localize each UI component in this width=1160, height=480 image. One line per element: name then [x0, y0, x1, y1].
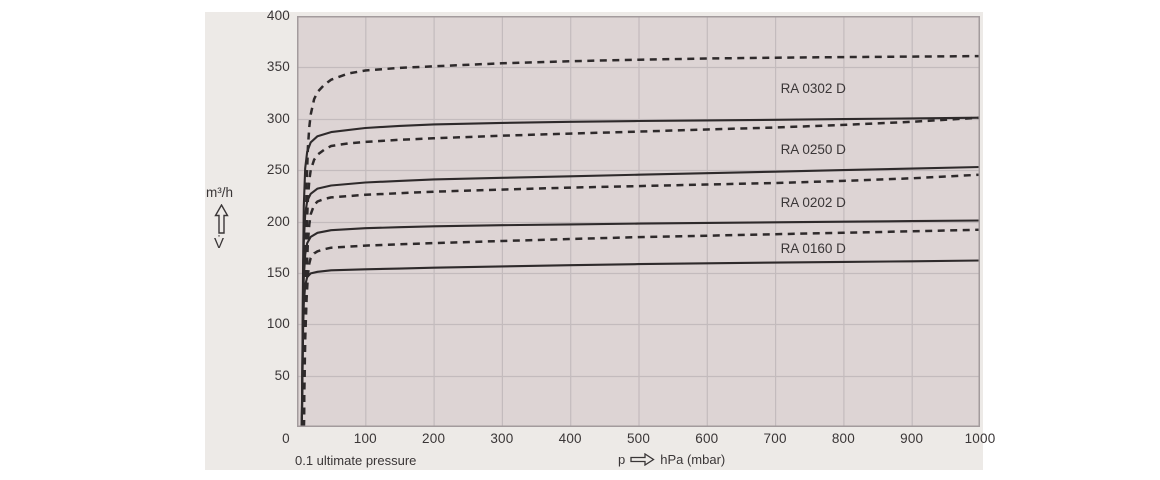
y-tick-label: 350	[266, 59, 290, 75]
y-tick-label: 400	[266, 8, 290, 23]
x-tick-label: 200	[422, 431, 446, 446]
up-arrow-icon	[214, 204, 229, 234]
curve-solid-ra-0302-d	[300, 116, 980, 427]
y-axis-unit-block: m³/h V̇	[206, 185, 248, 252]
curve-solid-ra-0250-d	[300, 165, 980, 427]
x-tick-label: 400	[558, 431, 582, 446]
x-tick-label: 0	[282, 431, 290, 446]
plot-border	[297, 16, 980, 427]
curve-label: RA 0302 D	[781, 81, 847, 96]
curve-solid-ra-0160-d	[300, 259, 980, 427]
right-arrow-icon	[630, 453, 655, 466]
x-tick-label: 1000	[964, 431, 996, 446]
curve-label: RA 0202 D	[781, 195, 847, 210]
y-tick-label: 100	[266, 316, 290, 332]
x-tick-label: 300	[490, 431, 514, 446]
x-tick-label: 800	[831, 431, 855, 446]
curve-label: RA 0250 D	[781, 142, 847, 157]
x-tick-label: 100	[353, 431, 377, 446]
curve-label: RA 0160 D	[781, 241, 847, 256]
curve-dashed-ra-0302-d	[302, 54, 980, 427]
y-axis-unit-label: m³/h	[206, 185, 233, 200]
x-tick-label: 900	[900, 431, 924, 446]
y-tick-label: 250	[266, 162, 290, 178]
curve-dashed-ra-0250-d	[302, 116, 980, 427]
y-tick-label: 50	[274, 367, 290, 383]
y-tick-label: 200	[266, 213, 290, 229]
x-axis-unit-label: hPa (mbar)	[660, 452, 726, 467]
curve-dashed-ra-0202-d	[302, 173, 980, 427]
y-tick-label: 150	[266, 264, 290, 280]
y-axis-symbol-label: V̇	[214, 235, 225, 252]
x-axis-caption: p hPa (mbar)	[618, 452, 725, 467]
x-tick-label: 700	[763, 431, 787, 446]
plot-area: RA 0302 D RA 0250 D RA 0202 D RA 0160 D	[297, 16, 980, 427]
x-tick-label: 600	[695, 431, 719, 446]
curve-dashed-ra-0160-d	[302, 228, 980, 427]
x-axis-symbol-label: p	[618, 452, 626, 467]
ultimate-pressure-note: 0.1 ultimate pressure	[295, 453, 417, 468]
y-tick-label: 300	[266, 110, 290, 126]
x-tick-label: 500	[626, 431, 651, 446]
curve-solid-ra-0202-d	[300, 219, 980, 427]
